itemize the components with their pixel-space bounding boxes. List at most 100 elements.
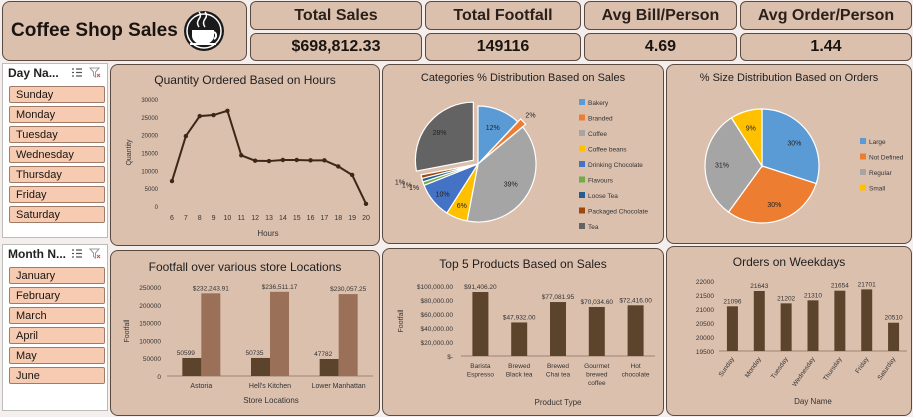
x-tick-label: chocolate [622,372,650,379]
bar [511,322,528,356]
x-tick-label: Chai tea [546,372,571,379]
data-label: $77,081.95 [542,294,575,301]
data-point [280,157,286,163]
y-tick-label: 100000 [139,338,161,345]
legend-label: Loose Tea [588,193,618,200]
y-tick-label: 20000 [696,335,714,342]
multi-select-icon[interactable] [71,67,83,78]
x-tick-label: 18 [334,215,342,222]
y-tick-label: 22000 [696,279,714,286]
month-slicer-title: Month N... [8,247,66,261]
footfall-bar-chart: 0 50000 100000 150000 200000 250000 Footfall 50… [124,284,373,405]
x-axis-label: Product Type [535,398,583,407]
legend-swatch [579,99,585,105]
legend-label: Drinking Chocolate [588,162,643,169]
slice-label: 1% [409,185,419,192]
y-axis-label: Footfall [398,309,405,332]
footfall-chart-title: Footfall over various store Locations [148,260,342,274]
clear-filter-icon[interactable] [89,248,101,259]
x-axis-label: Hours [257,229,278,238]
slicer-month-february[interactable]: February [9,287,105,304]
x-tick-label: Friday [854,356,871,375]
kpi-total-footfall-value: 149116 [425,33,581,61]
legend-label: Regular [869,170,893,177]
x-tick-label: Hell's Kitchen [249,383,291,390]
x-tick-label: 8 [198,215,202,222]
slicer-day-sunday[interactable]: Sunday [9,86,105,103]
data-point [294,157,299,163]
data-label: 21643 [750,283,768,290]
bar-sales [270,291,289,376]
slicer-day-friday[interactable]: Friday [9,186,105,203]
slicer-day-saturday[interactable]: Saturday [9,206,105,223]
legend-swatch [579,223,585,229]
y-tick-label: 25000 [141,116,158,122]
bar [726,306,738,351]
slice-label: 31% [715,163,729,170]
x-axis-label: Day Name [794,397,832,406]
y-tick-label: $40,000.00 [420,326,453,333]
slicer-month-march[interactable]: March [9,307,105,324]
y-tick-label: $80,000.00 [420,298,453,305]
slicer-month-january[interactable]: January [9,267,105,284]
y-tick-label: 50000 [143,356,161,363]
clear-filter-icon[interactable] [89,67,101,78]
slicer-day-monday[interactable]: Monday [9,106,105,123]
slicer-month-may[interactable]: May [9,347,105,364]
pie-slice [466,126,537,223]
slicer-day-tuesday[interactable]: Tuesday [9,126,105,143]
pie-slice [704,117,763,213]
bar [627,305,644,356]
y-tick-label: 20000 [141,134,158,140]
weekdays-chart-title: Orders on Weekdays [732,255,846,269]
x-tick-label: 14 [279,215,287,222]
legend-swatch [579,114,585,121]
legend-label: Flavours [588,178,614,185]
weekdays-chart-tile: Orders on Weekdays 19500 20000 20500 21000 2… [666,246,912,416]
hours-line-chart: 0 5000 10000 15000 20000 25000 30000 6 7 8 9 10 11 12… [126,98,370,238]
hours-chart-tile: Quantity Ordered Based on Hours 0 5000 100… [110,64,380,246]
y-tick-label: 30000 [141,98,158,104]
x-tick-label: 13 [265,215,273,222]
data-point [197,113,202,119]
title-tile: Coffee Shop Sales [2,1,247,61]
bar [888,322,900,351]
x-tick-label: Wednesday [791,356,817,389]
y-tick-label: 19500 [696,349,714,356]
bar [807,300,819,351]
slicer-month-april[interactable]: April [9,327,105,344]
sizes-pie-chart: 30% 30% 31% 9% Large Not Defined Regular Small [704,108,904,224]
legend-label: Tea [588,224,599,231]
coffee-cup-icon [184,11,224,51]
categories-chart-tile: Categories % Distribution Based on Sales… [382,64,664,244]
bar-footfall [182,357,202,376]
multi-select-icon[interactable] [71,248,83,259]
legend-swatch [860,169,866,175]
month-slicer: Month N... January February March April May J… [2,244,108,411]
kpi-avg-bill-value: 4.69 [584,33,737,61]
data-point [211,112,216,118]
bar-footfall [251,357,270,376]
x-tick-label: Thursday [822,356,844,383]
data-point [363,201,369,207]
y-tick-label: 150000 [139,321,161,328]
legend-swatch [579,145,585,152]
legend-label: Large [869,139,886,146]
slice-label: 1% [395,179,405,186]
x-tick-label: 6 [170,215,174,222]
x-tick-label: Hot [631,363,641,370]
legend-label: Coffee beans [588,147,627,154]
x-tick-label: Black tea [506,372,533,379]
slice-label: 2% [525,113,535,120]
x-axis-label: Store Locations [243,396,299,405]
legend-swatch [579,130,585,136]
slicer-day-wednesday[interactable]: Wednesday [9,146,105,163]
y-tick-label: 21500 [696,293,714,300]
y-tick-label: 0 [157,374,161,381]
data-point [322,158,327,163]
slicer-day-thursday[interactable]: Thursday [9,166,105,183]
x-tick-label: Barista [470,363,491,370]
legend-swatch [860,138,866,144]
hours-chart-title: Quantity Ordered Based on Hours [154,73,336,87]
slicer-month-june[interactable]: June [9,367,105,384]
